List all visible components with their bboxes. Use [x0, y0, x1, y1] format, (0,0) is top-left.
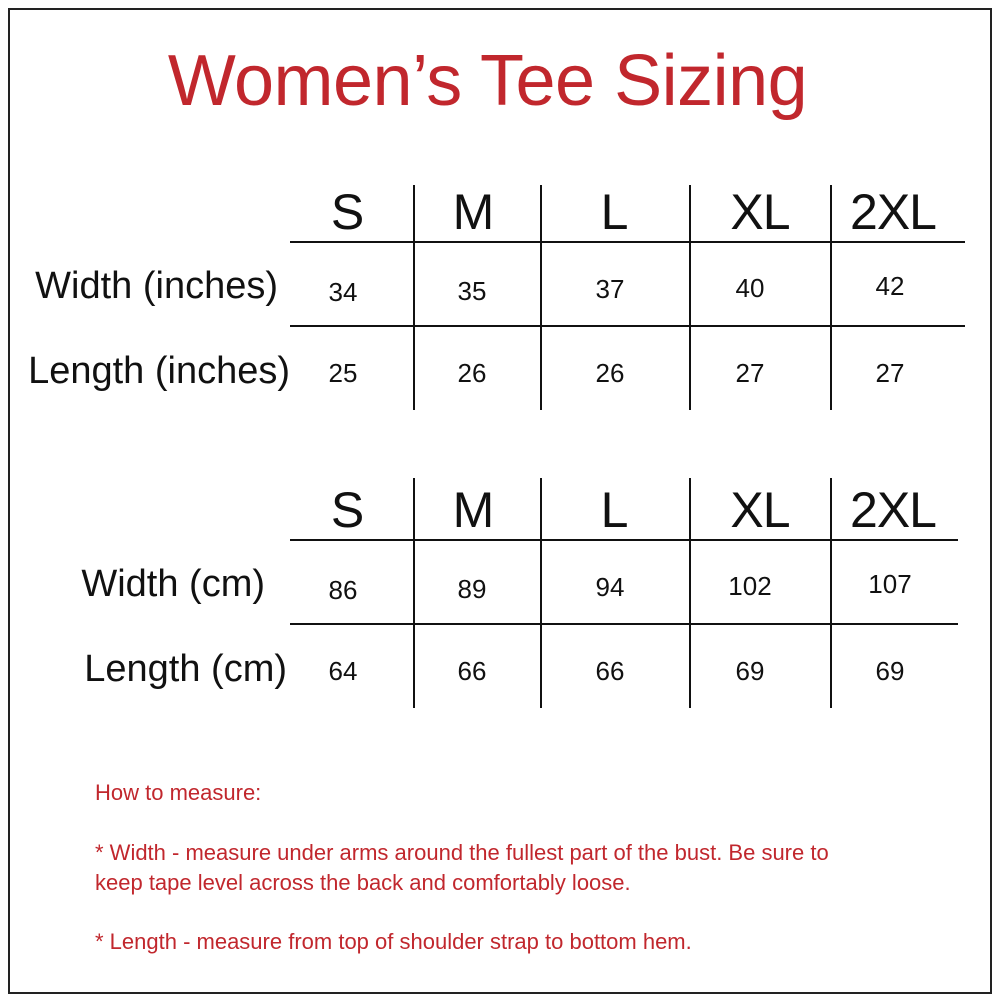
- row-divider: [290, 325, 965, 327]
- measure-heading: How to measure:: [95, 780, 262, 805]
- column-divider: [689, 185, 691, 410]
- table-cell: 107: [868, 569, 912, 599]
- page-border: [8, 8, 992, 994]
- size-header: 2XL: [850, 482, 937, 538]
- table-cell: 69: [875, 656, 905, 686]
- table-cell: 27: [735, 358, 765, 388]
- table-cell: 26: [457, 358, 487, 388]
- size-header: L: [600, 482, 629, 538]
- table-cell: 89: [457, 573, 487, 604]
- table-cell: 26: [595, 358, 625, 388]
- size-header: M: [452, 482, 495, 538]
- size-header: S: [330, 184, 364, 240]
- column-divider: [689, 478, 691, 708]
- length-note: * Length - measure from top of shoulder …: [95, 929, 692, 954]
- column-divider: [413, 478, 415, 708]
- column-divider: [830, 478, 832, 708]
- header-divider: [290, 241, 965, 243]
- size-header: M: [452, 184, 495, 240]
- table-cell: 37: [595, 274, 625, 304]
- table-cell: 69: [735, 656, 765, 686]
- row-label: Length (inches): [28, 350, 290, 392]
- size-header: L: [600, 184, 629, 240]
- size-header: XL: [730, 482, 790, 538]
- width-note-line1: * Width - measure under arms around the …: [95, 840, 829, 865]
- table-cell: 66: [457, 656, 487, 686]
- page-title: Women’s Tee Sizing: [167, 41, 808, 121]
- table-cell: 86: [328, 575, 358, 605]
- size-header: XL: [730, 184, 790, 240]
- row-label: Length (cm): [84, 648, 287, 690]
- table-cell: 40: [735, 272, 765, 303]
- row-label: Width (inches): [35, 265, 278, 307]
- header-divider: [290, 539, 958, 541]
- table-cell: 25: [328, 358, 358, 388]
- table-cell: 34: [328, 277, 358, 307]
- table-cell: 66: [595, 656, 625, 686]
- table-cell: 102: [728, 570, 772, 601]
- column-divider: [540, 185, 542, 410]
- column-divider: [830, 185, 832, 410]
- table-cell: 35: [457, 275, 487, 306]
- row-divider: [290, 623, 958, 625]
- column-divider: [540, 478, 542, 708]
- table-cell: 94: [595, 572, 625, 602]
- table-cell: 64: [328, 656, 358, 686]
- size-header: S: [330, 482, 364, 538]
- size-header: 2XL: [850, 184, 937, 240]
- table-cell: 42: [875, 271, 905, 301]
- column-divider: [413, 185, 415, 410]
- table-cell: 27: [875, 358, 905, 388]
- width-note-line2: keep tape level across the back and comf…: [95, 870, 631, 895]
- row-label: Width (cm): [81, 563, 265, 605]
